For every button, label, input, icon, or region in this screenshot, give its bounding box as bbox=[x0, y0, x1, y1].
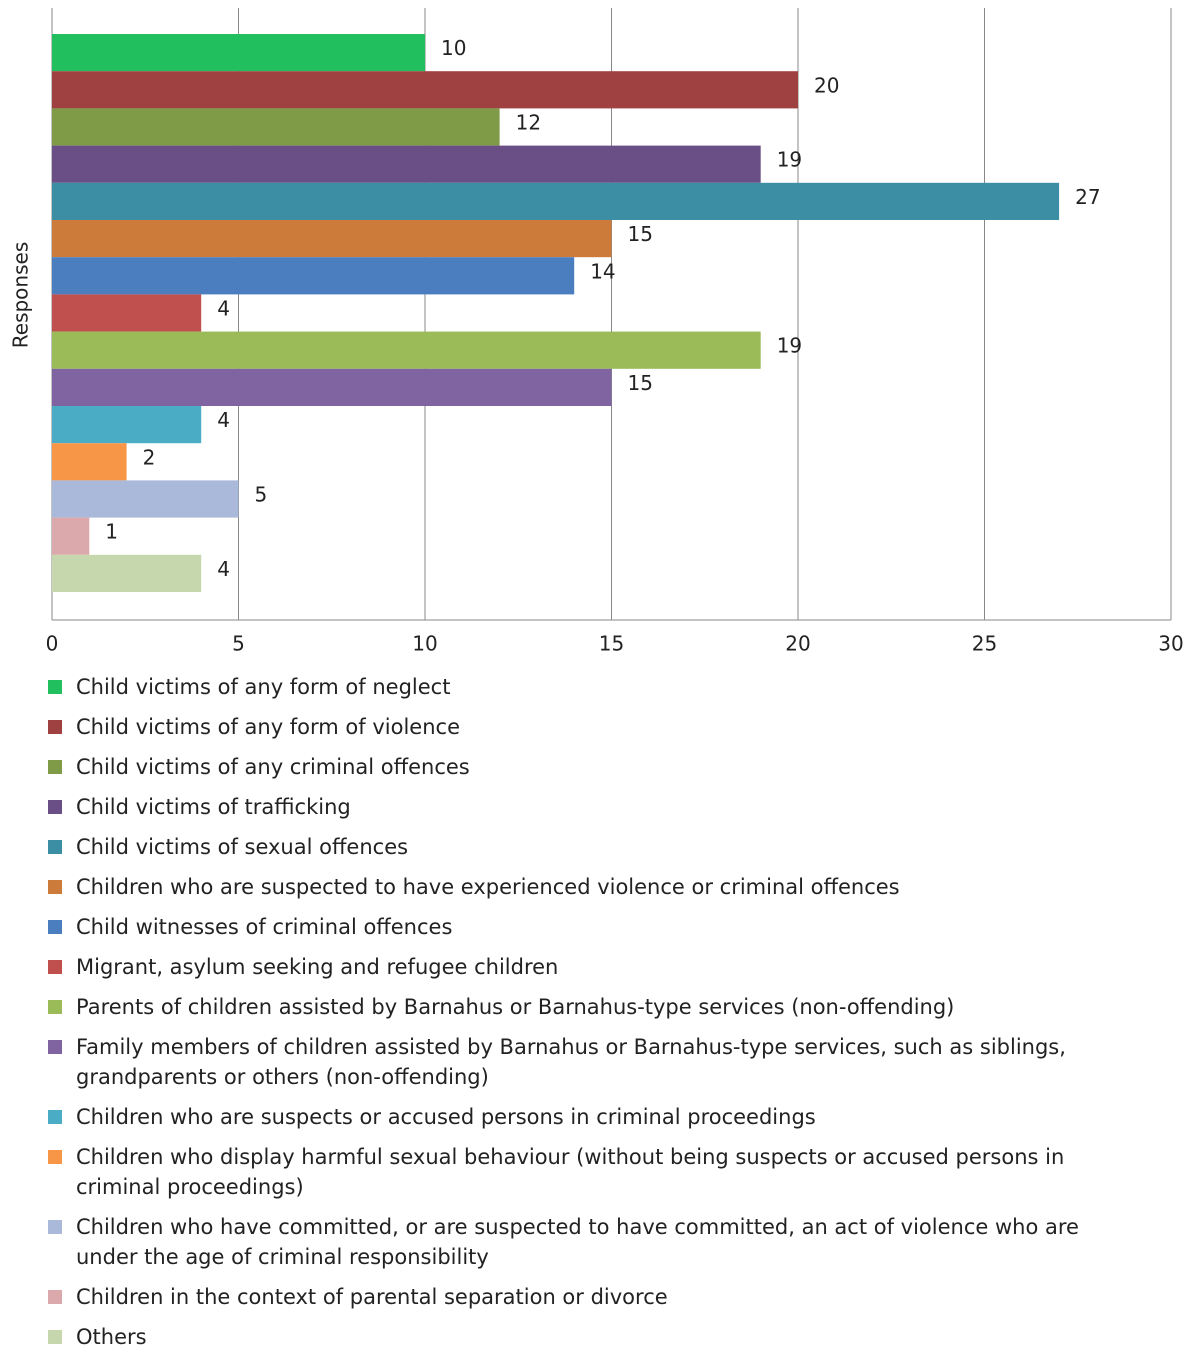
bar bbox=[52, 517, 90, 555]
x-tick-label: 25 bbox=[972, 632, 997, 656]
legend-label: Children who have committed, or are susp… bbox=[76, 1215, 1079, 1269]
legend-swatch bbox=[48, 1220, 62, 1234]
bar bbox=[52, 443, 127, 481]
value-label: 4 bbox=[217, 297, 230, 321]
value-label: 15 bbox=[628, 222, 653, 246]
legend-label: Children who are suspects or accused per… bbox=[76, 1105, 816, 1129]
bar bbox=[52, 331, 761, 369]
bar bbox=[52, 182, 1060, 220]
bar bbox=[52, 294, 202, 332]
legend-label: Child victims of trafficking bbox=[76, 795, 351, 819]
legend-swatch bbox=[48, 1150, 62, 1164]
value-label: 27 bbox=[1075, 185, 1100, 209]
legend-label: Child victims of any form of neglect bbox=[76, 675, 451, 699]
legend-swatch bbox=[48, 920, 62, 934]
x-tick-label: 15 bbox=[599, 632, 624, 656]
chart: Responses 0 5 10 15 20 25 30102012192715144191… bbox=[9, 8, 1184, 656]
bar bbox=[52, 554, 202, 592]
legend-swatch bbox=[48, 760, 62, 774]
x-tick-label: 20 bbox=[785, 632, 810, 656]
value-label: 14 bbox=[590, 259, 615, 283]
value-label: 15 bbox=[628, 371, 653, 395]
legend-label: Family members of children assisted by B… bbox=[76, 1035, 1066, 1089]
value-label: 5 bbox=[255, 483, 268, 507]
value-label: 19 bbox=[777, 334, 802, 358]
value-label: 1 bbox=[105, 520, 118, 544]
legend-item: Migrant, asylum seeking and refugee chil… bbox=[48, 952, 1148, 982]
legend-item: Children who have committed, or are susp… bbox=[48, 1212, 1148, 1272]
legend-item: Children in the context of parental sepa… bbox=[48, 1282, 1148, 1312]
legend-item: Child victims of sexual offences bbox=[48, 832, 1148, 862]
legend-swatch bbox=[48, 960, 62, 974]
legend-item: Parents of children assisted by Barnahus… bbox=[48, 992, 1148, 1022]
bar bbox=[52, 368, 612, 406]
value-label: 10 bbox=[441, 36, 466, 60]
bar bbox=[52, 220, 612, 258]
legend-label: Child victims of sexual offences bbox=[76, 835, 409, 859]
legend-item: Child witnesses of criminal offences bbox=[48, 912, 1148, 942]
legend-label: Migrant, asylum seeking and refugee chil… bbox=[76, 955, 559, 979]
legend-item: Others bbox=[48, 1322, 1148, 1352]
bar bbox=[52, 406, 202, 444]
x-tick-label: 30 bbox=[1158, 632, 1183, 656]
legend-swatch bbox=[48, 800, 62, 814]
legend-label: Children who display harmful sexual beha… bbox=[76, 1145, 1065, 1199]
legend-item: Child victims of any form of violence bbox=[48, 712, 1148, 742]
legend-swatch bbox=[48, 840, 62, 854]
bar bbox=[52, 34, 425, 72]
legend-swatch bbox=[48, 1000, 62, 1014]
x-tick-label: 0 bbox=[46, 632, 59, 656]
legend-swatch bbox=[48, 720, 62, 734]
legend-label: Child victims of any form of violence bbox=[76, 715, 460, 739]
legend-item: Child victims of any form of neglect bbox=[48, 672, 1148, 702]
legend-item: Child victims of any criminal offences bbox=[48, 752, 1148, 782]
legend-item: Children who are suspected to have exper… bbox=[48, 872, 1148, 902]
legend-label: Child victims of any criminal offences bbox=[76, 755, 470, 779]
legend-swatch bbox=[48, 1330, 62, 1344]
legend-item: Family members of children assisted by B… bbox=[48, 1032, 1148, 1092]
legend-label: Children who are suspected to have exper… bbox=[76, 875, 900, 899]
value-label: 19 bbox=[777, 148, 802, 172]
bar bbox=[52, 480, 239, 518]
legend-swatch bbox=[48, 1110, 62, 1124]
x-tick-label: 5 bbox=[232, 632, 245, 656]
bar bbox=[52, 71, 798, 109]
value-label: 4 bbox=[217, 408, 230, 432]
legend-swatch bbox=[48, 880, 62, 894]
bar bbox=[52, 257, 575, 295]
value-label: 4 bbox=[217, 557, 230, 581]
legend-label: Children in the context of parental sepa… bbox=[76, 1285, 668, 1309]
legend-swatch bbox=[48, 680, 62, 694]
legend-item: Child victims of trafficking bbox=[48, 792, 1148, 822]
legend-label: Parents of children assisted by Barnahus… bbox=[76, 995, 955, 1019]
bar bbox=[52, 108, 500, 146]
x-tick-label: 10 bbox=[412, 632, 437, 656]
legend-item: Children who display harmful sexual beha… bbox=[48, 1142, 1148, 1202]
y-axis-label: Responses bbox=[9, 242, 33, 348]
legend-label: Others bbox=[76, 1325, 147, 1349]
legend-swatch bbox=[48, 1040, 62, 1054]
legend-label: Child witnesses of criminal offences bbox=[76, 915, 453, 939]
legend-item: Children who are suspects or accused per… bbox=[48, 1102, 1148, 1132]
value-label: 20 bbox=[814, 73, 839, 97]
legend-swatch bbox=[48, 1290, 62, 1304]
bar bbox=[52, 145, 761, 183]
value-label: 2 bbox=[143, 445, 156, 469]
value-label: 12 bbox=[516, 111, 541, 135]
legend: Child victims of any form of neglect Chil… bbox=[48, 672, 1148, 1362]
